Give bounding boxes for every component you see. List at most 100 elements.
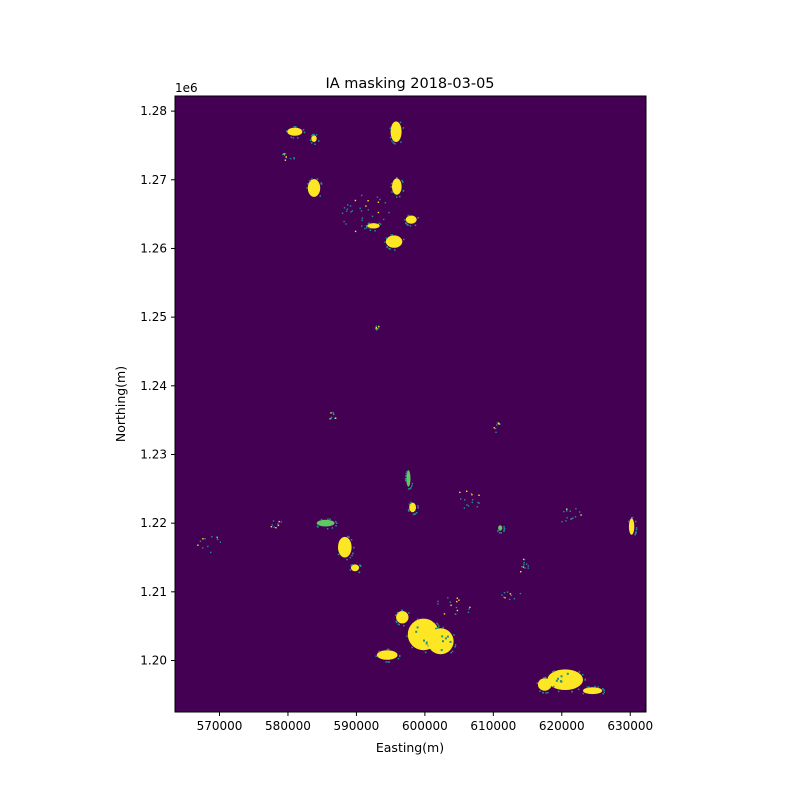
mask-fringe-14-4	[552, 671, 554, 673]
mask-speckle-30-0	[361, 225, 363, 227]
mask-hole-14-0	[555, 679, 558, 682]
mask-fringe-18-5	[410, 501, 412, 504]
mask-fringe-19-5	[326, 528, 329, 530]
mask-fringe-13-9	[395, 620, 397, 623]
mask-fringe-20-7	[406, 470, 408, 473]
mask-fringe-6-4	[379, 223, 382, 225]
x-tick-label-5: 620000	[539, 719, 585, 733]
mask-speckle-24-4	[437, 600, 439, 603]
mask-speckle-28-0	[329, 418, 331, 420]
mask-speckle-30-1	[368, 227, 370, 229]
mask-region-7	[385, 235, 403, 248]
mask-fringe-0-6	[290, 136, 292, 139]
mask-fringe-14-5	[578, 671, 581, 673]
mask-speckle-31-5	[378, 325, 380, 328]
x-tick-label-6: 630000	[607, 719, 653, 733]
mask-fringe-2-6	[309, 179, 311, 182]
mask-speckle-32-6	[509, 593, 512, 595]
mask-speckle-30-27	[345, 210, 348, 212]
mask-fringe-3-0	[391, 140, 393, 142]
mask-fringe-19-3	[316, 525, 319, 528]
mask-region-17	[628, 518, 635, 535]
mask-speckle-28-5	[330, 417, 332, 420]
mask-fringe-3-3	[392, 142, 395, 144]
mask-fringe-8-9	[346, 558, 348, 561]
mask-fringe-18-6	[412, 513, 415, 516]
mask-fringe-15-9	[545, 692, 547, 694]
mask-fringe-20-6	[407, 488, 410, 490]
mask-speckle-25-9	[527, 567, 529, 569]
mask-speckle-33-7	[478, 494, 480, 496]
mask-hole-12-4	[440, 649, 443, 652]
mask-speckle-22-6	[216, 536, 218, 538]
mask-speckle-22-3	[202, 547, 204, 549]
y-tick-label-8: 1.28	[140, 104, 167, 118]
mask-region-8	[338, 536, 352, 558]
mask-fringe-2-3	[306, 187, 308, 189]
mask-speckle-30-17	[346, 208, 349, 210]
mask-fringe-3-6	[389, 136, 392, 139]
mask-speckle-26-12	[574, 516, 577, 518]
mask-fringe-4-3	[395, 196, 398, 198]
mask-fringe-20-3	[405, 472, 408, 475]
mask-fringe-5-3	[417, 217, 419, 219]
mask-fringe-21-7	[503, 530, 505, 532]
mask-speckle-30-18	[377, 201, 380, 203]
y-axis-label: Northing(m)	[113, 366, 128, 442]
mask-region-13	[396, 611, 409, 624]
mask-speckle-30-19	[354, 230, 357, 233]
mask-speckle-28-8	[332, 413, 335, 415]
mask-region-15	[537, 678, 552, 691]
mask-speckle-30-22	[383, 218, 385, 221]
mask-fringe-1-7	[318, 140, 320, 142]
mask-speckle-22-4	[199, 540, 202, 542]
mask-fringe-6-8	[368, 222, 370, 225]
mask-hole-12-3	[441, 635, 444, 638]
mask-fringe-4-8	[402, 181, 404, 183]
mask-fringe-10-7	[388, 661, 391, 663]
mask-fringe-13-7	[398, 623, 400, 626]
mask-fringe-16-4	[597, 686, 599, 688]
mask-fringe-17-9	[635, 527, 638, 529]
mask-speckle-25-10	[523, 558, 526, 561]
mask-fringe-8-0	[347, 535, 349, 538]
mask-fringe-15-7	[543, 677, 545, 679]
y-tick-label-5: 1.25	[140, 310, 167, 324]
mask-fringe-0-2	[292, 137, 295, 139]
mask-speckle-29-3	[289, 157, 292, 160]
mask-speckle-31-3	[375, 325, 378, 327]
mask-fringe-15-3	[552, 685, 555, 688]
mask-speckle-22-0	[211, 536, 213, 538]
mask-fringe-14-6	[582, 673, 584, 676]
mask-fringe-5-4	[404, 219, 406, 221]
mask-speckle-33-6	[476, 506, 478, 508]
mask-hole-14-5	[557, 677, 559, 680]
mask-fringe-20-1	[411, 485, 413, 487]
mask-fringe-17-8	[635, 531, 637, 533]
mask-speckle-22-7	[197, 544, 199, 546]
mask-fringe-10-3	[387, 661, 389, 663]
mask-speckle-30-13	[341, 212, 344, 214]
mask-speckle-24-15	[458, 599, 460, 601]
mask-fringe-15-2	[544, 676, 547, 679]
mask-fringe-2-5	[311, 178, 313, 180]
mask-speckle-26-7	[565, 520, 567, 522]
mask-fringe-18-9	[408, 510, 410, 512]
mask-speckle-24-14	[467, 611, 470, 613]
mask-speckle-27-6	[496, 424, 498, 426]
y-tick-label-7: 1.27	[140, 173, 167, 187]
mask-fringe-2-9	[320, 182, 322, 184]
mask-fringe-12-3	[437, 627, 439, 629]
mask-fringe-19-7	[335, 522, 338, 524]
mask-fringe-0-0	[303, 131, 306, 134]
mask-fringe-7-0	[384, 241, 386, 243]
mask-speckle-24-13	[456, 597, 458, 599]
mask-fringe-0-1	[302, 129, 305, 131]
x-tick-label-3: 600000	[402, 719, 448, 733]
mask-fringe-18-1	[417, 505, 419, 507]
mask-fringe-4-7	[399, 195, 401, 198]
mask-fringe-3-9	[389, 127, 392, 129]
mask-fringe-16-3	[594, 685, 596, 688]
mask-fringe-9-4	[358, 571, 361, 573]
mask-fringe-17-1	[628, 520, 630, 523]
